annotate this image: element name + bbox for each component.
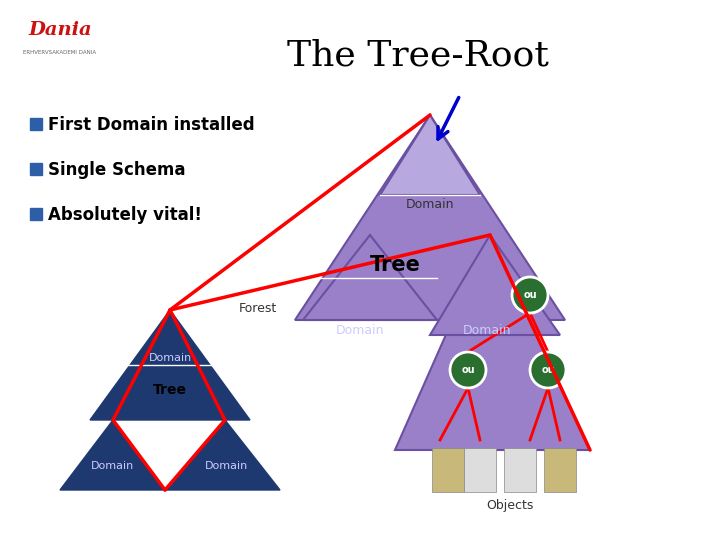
Polygon shape [395, 235, 590, 450]
Text: Forest: Forest [239, 301, 277, 314]
Text: Single Schema: Single Schema [48, 161, 186, 179]
Text: Domain: Domain [406, 199, 454, 212]
Text: Domain: Domain [148, 353, 192, 363]
Text: Domain: Domain [463, 323, 511, 336]
Bar [544, 448, 576, 492]
Polygon shape [165, 420, 280, 490]
Circle shape [530, 352, 566, 388]
Circle shape [450, 352, 486, 388]
Bar [30, 118, 42, 130]
Text: Absolutely vital!: Absolutely vital! [48, 206, 202, 224]
Text: First Domain installed: First Domain installed [48, 116, 255, 134]
Bar [432, 448, 464, 492]
Polygon shape [60, 420, 165, 490]
Bar [30, 163, 42, 175]
Bar [30, 208, 42, 220]
Text: ou: ou [541, 365, 555, 375]
Text: Domain: Domain [91, 461, 134, 471]
Text: Objects: Objects [486, 498, 534, 511]
Polygon shape [303, 235, 437, 320]
Text: Tree: Tree [369, 255, 420, 275]
Text: Dania: Dania [28, 21, 92, 39]
Bar [504, 448, 536, 492]
Text: ou: ou [523, 290, 537, 300]
Polygon shape [90, 310, 250, 420]
Text: Domain: Domain [204, 461, 248, 471]
Circle shape [512, 277, 548, 313]
Text: The Tree-Root: The Tree-Root [287, 38, 549, 72]
Text: ou: ou [462, 365, 474, 375]
Polygon shape [430, 235, 560, 335]
Polygon shape [295, 115, 565, 320]
Polygon shape [380, 115, 480, 195]
Bar [464, 448, 496, 492]
Text: ERHVERVSAKADEMI DANIA: ERHVERVSAKADEMI DANIA [24, 50, 96, 55]
Text: Tree: Tree [153, 383, 187, 397]
Text: Domain: Domain [336, 323, 384, 336]
